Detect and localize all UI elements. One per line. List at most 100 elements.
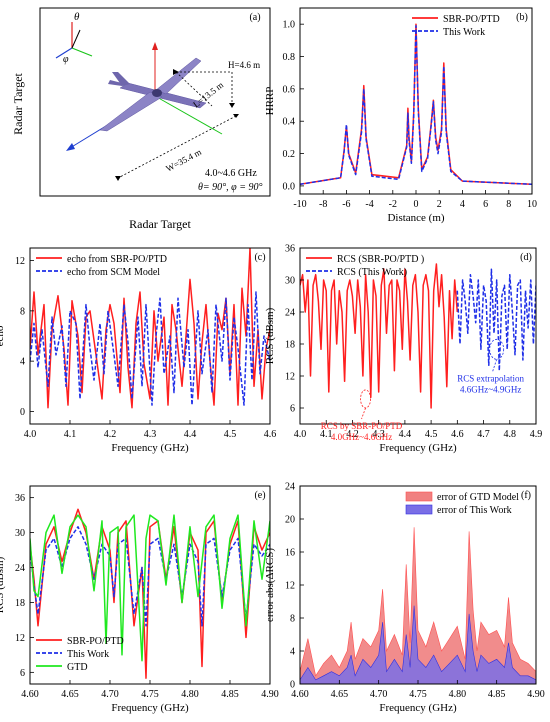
x-tick-label: 4.65 <box>331 689 349 700</box>
phi-symbol: φ <box>63 54 69 65</box>
annotation-circle-right <box>489 338 505 360</box>
y-tick-label: 24 <box>15 563 25 574</box>
annotation-connector-right <box>492 359 498 372</box>
annotation-text: RCS extrapolation <box>457 373 524 383</box>
panel-f-error: 4.60 4.65 4.70 4.75 4.80 4.85 4.90 0 4 8 12 16 20 24 F… <box>264 482 545 715</box>
x-tick-label: 4.5 <box>425 429 438 440</box>
panel-label: (b) <box>516 12 528 23</box>
legend-swatch <box>405 504 433 515</box>
height-label: H=4.6 m <box>228 60 260 70</box>
x-tick-label: 4.80 <box>449 689 467 700</box>
legend-entry: RCS (This Work) <box>337 267 407 278</box>
y-tick-label: 6 <box>290 404 295 415</box>
plot-area <box>300 263 536 409</box>
legend-entry: error of GTD Model <box>437 492 519 503</box>
legend-entry: RCS (SBR-PO/PTD ) <box>337 254 424 265</box>
x-tick-label: 4.6 <box>451 429 464 440</box>
panel-a: (a) Radar Target Radar Target θ φ <box>11 7 271 231</box>
x-tick-label: 4 <box>460 199 465 210</box>
x-tick-label: 4.70 <box>101 689 119 700</box>
y-tick-label: 36 <box>285 244 295 255</box>
x-tick-label: 6 <box>483 199 488 210</box>
x-tick-label: 2 <box>437 199 442 210</box>
width-label: W=35.4 m <box>164 147 203 174</box>
plot-area <box>30 248 270 409</box>
x-tick-label: 4.7 <box>477 429 490 440</box>
x-tick-label: 4.0 <box>294 429 307 440</box>
dim-marker-height <box>229 103 235 108</box>
x-tick-label: -2 <box>389 199 397 210</box>
x-tick-label: 4.90 <box>527 689 545 700</box>
plot-area <box>300 23 532 186</box>
y-tick-label: 18 <box>285 340 295 351</box>
legend-entry: This Work <box>67 649 109 660</box>
series-line-1 <box>30 248 270 409</box>
legend-entry: error of This Work <box>437 505 512 516</box>
x-axis-label: Distance (m) <box>387 212 444 224</box>
panel-a-frame <box>39 7 271 197</box>
y-axis-label: RCS (dBsm) <box>264 307 276 364</box>
y-axis-line <box>154 95 223 135</box>
legend: SBR-PO/PTD This Work GTD <box>36 636 124 673</box>
x-axis-label: Frequency (GHz) <box>379 702 457 714</box>
y-axis-label: RCS (dBsm) <box>0 556 6 613</box>
x-tick-label: 4.8 <box>504 429 517 440</box>
series-line-2 <box>30 526 270 627</box>
y-tick-label: 12 <box>285 372 295 383</box>
x-tick-label: 4.90 <box>261 689 279 700</box>
x-tick-label: -4 <box>365 199 373 210</box>
legend-entry: echo from SCM Model <box>67 267 160 278</box>
series-line-1 <box>300 263 459 409</box>
y-tick-label: 0.2 <box>283 149 296 160</box>
y-tick-label: 4 <box>290 647 295 658</box>
series-line-2 <box>300 25 532 186</box>
y-tick-label: 36 <box>15 493 25 504</box>
theta-symbol: θ <box>74 11 80 23</box>
x-tick-label: 4.1 <box>320 429 333 440</box>
x-tick-label: 4.4 <box>184 429 197 440</box>
x-tick-label: -8 <box>319 199 327 210</box>
y-tick-label: 0.8 <box>283 52 296 63</box>
y-tick-label: 1.0 <box>283 20 296 31</box>
plot-area <box>300 527 536 684</box>
x-tick-label: 10 <box>527 199 537 210</box>
x-tick-label: 4.85 <box>488 689 506 700</box>
dimension-lines <box>117 71 237 179</box>
x-tick-label: -10 <box>293 199 306 210</box>
x-tick-label: 4.6 <box>264 429 277 440</box>
panel-d-rcs: 4.0 4.1 4.2 4.3 4.4 4.5 4.6 4.7 4.8 4.9 6 12 18 24 30 3… <box>264 244 542 455</box>
x-tick-label: 4.70 <box>370 689 388 700</box>
x-tick-label: 4.65 <box>61 689 79 700</box>
series-line-3 <box>30 514 270 662</box>
y-tick-label: 30 <box>285 276 295 287</box>
y-axis-label: error abs(ΔRCS) <box>264 548 276 622</box>
x-tick-label: 4.60 <box>21 689 39 700</box>
x-tick-label: 4.1 <box>64 429 77 440</box>
y-tick-label: 18 <box>15 598 25 609</box>
aircraft-icon <box>99 57 207 132</box>
y-tick-label: 20 <box>285 515 295 526</box>
panel-a-side-label: Radar Target <box>11 72 25 134</box>
x-tick-label: 4.5 <box>224 429 237 440</box>
triad-view-vector <box>71 29 81 49</box>
triad-y-axis <box>71 47 93 57</box>
series-area-2 <box>300 605 536 684</box>
frequency-text: 4.0~4.6 GHz <box>205 168 257 179</box>
y-tick-label: 8 <box>20 306 25 317</box>
annotation-circle-left <box>360 389 371 409</box>
x-tick-label: 0 <box>414 199 419 210</box>
annotation-connector-left <box>361 407 366 420</box>
annotation-text: 4.0GHz~4.6GHz <box>331 432 392 442</box>
x-tick-label: 4.75 <box>409 689 427 700</box>
x-tick-label: 4.80 <box>181 689 199 700</box>
triad-x-axis <box>55 47 73 59</box>
y-axis-label: echo <box>0 325 6 346</box>
y-tick-label: 12 <box>15 256 25 267</box>
length-label: L=13.5 m <box>191 80 225 110</box>
panel-label: (d) <box>520 252 532 263</box>
panel-a-label: (a) <box>249 12 260 23</box>
x-tick-label: -6 <box>342 199 350 210</box>
legend-entry: SBR-PO/PTD <box>443 14 500 25</box>
x-tick-label: 4.3 <box>144 429 157 440</box>
